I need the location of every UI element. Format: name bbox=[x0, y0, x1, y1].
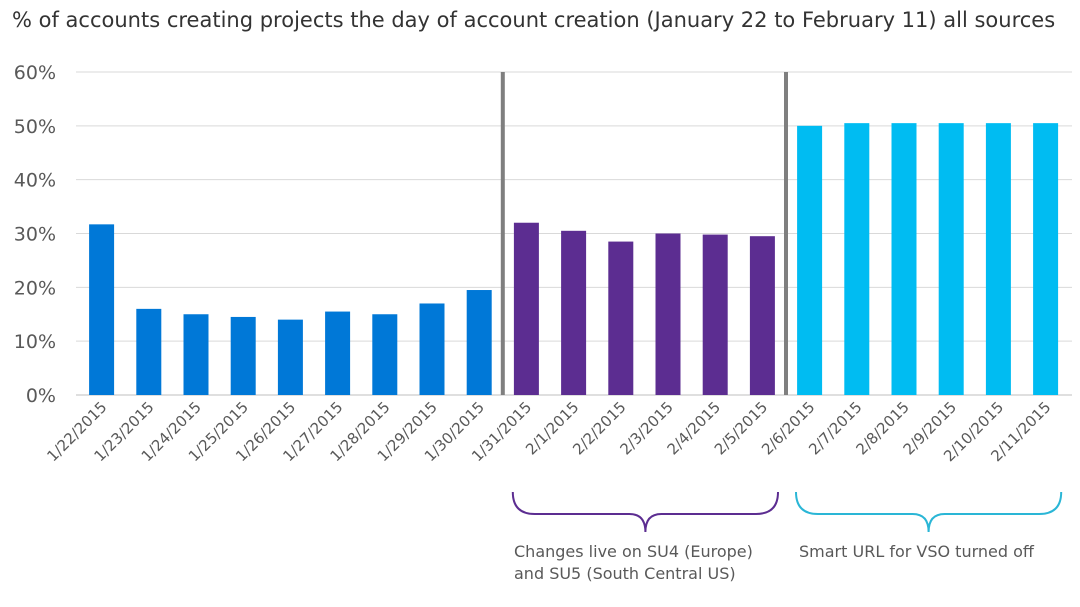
bar bbox=[1033, 123, 1059, 396]
y-tick-label: 50% bbox=[14, 116, 56, 138]
y-tick-label: 10% bbox=[14, 331, 56, 353]
bar bbox=[844, 123, 870, 396]
bar bbox=[608, 241, 634, 395]
y-tick-label: 20% bbox=[14, 277, 56, 299]
annotation-su4-su5: Changes live on SU4 (Europe) and SU5 (So… bbox=[514, 542, 753, 583]
y-tick-label: 0% bbox=[26, 385, 56, 407]
bar bbox=[183, 314, 209, 395]
annotation-smart-url-off: Smart URL for VSO turned off bbox=[799, 542, 1034, 561]
bar bbox=[372, 314, 398, 395]
bar bbox=[325, 311, 351, 395]
bar bbox=[749, 236, 775, 395]
bar bbox=[985, 123, 1011, 396]
bar bbox=[513, 222, 539, 395]
bar bbox=[797, 125, 823, 395]
bar bbox=[891, 123, 917, 396]
bar bbox=[938, 123, 964, 396]
annotation-brace bbox=[511, 491, 779, 533]
bar bbox=[419, 303, 445, 395]
chart-title: % of accounts creating projects the day … bbox=[12, 8, 1056, 32]
bar bbox=[655, 233, 681, 395]
annotation-brace bbox=[795, 491, 1063, 533]
bar bbox=[89, 224, 115, 395]
bar bbox=[702, 234, 728, 395]
y-tick-label: 30% bbox=[14, 224, 56, 246]
bar bbox=[230, 316, 256, 395]
bar bbox=[277, 319, 303, 395]
y-tick-label: 60% bbox=[14, 62, 56, 84]
y-tick-label: 40% bbox=[14, 170, 56, 192]
bar bbox=[466, 290, 492, 395]
bar bbox=[561, 230, 587, 395]
bar bbox=[136, 308, 162, 395]
